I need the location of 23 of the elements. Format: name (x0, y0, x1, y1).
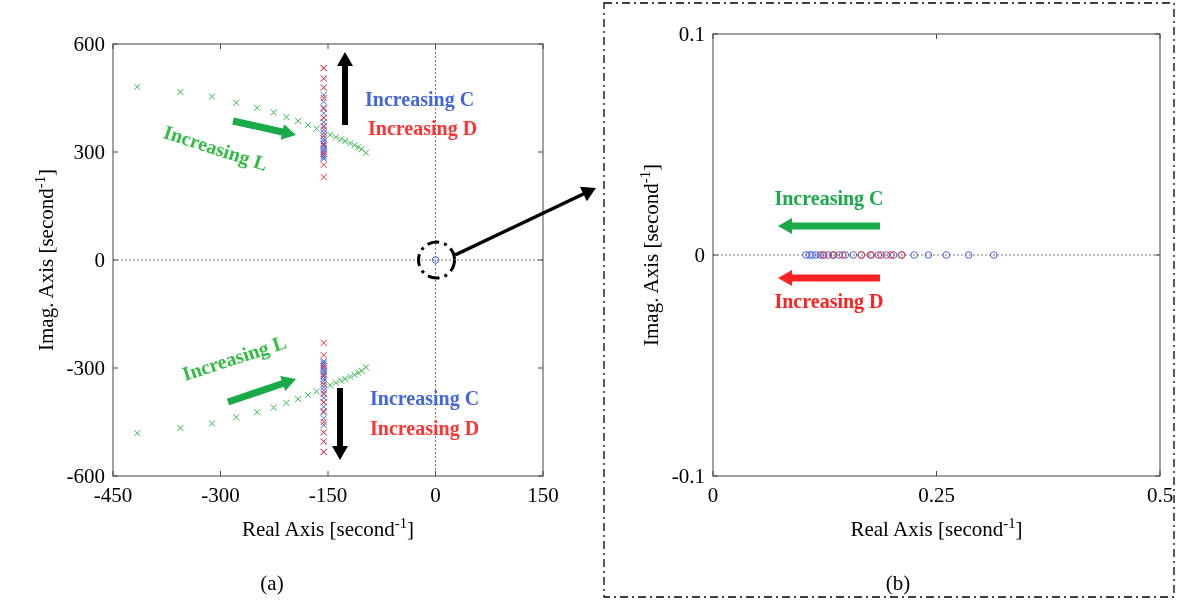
y-tick-label: 300 (73, 140, 105, 164)
annotation: Increasing D (370, 416, 480, 440)
x-axis-title: Real Axis [second$^{-1}$] (850, 515, 1023, 541)
x-tick-label: 150 (527, 483, 559, 507)
y-tick-label: 600 (73, 32, 105, 56)
y-tick-label: 0 (94, 248, 105, 272)
x-tick-label: 0 (430, 483, 441, 507)
annotation: Increasing D (368, 116, 478, 140)
x-axis-title: Real Axis [second$^{-1}$] (241, 515, 415, 541)
annotation: Increasing C (774, 186, 884, 210)
x-tick-label: -300 (201, 483, 240, 507)
annotation: Increasing D (774, 289, 884, 313)
x-tick-label: -150 (308, 483, 348, 507)
annotation: Increasing C (365, 87, 475, 111)
annotation: Increasing C (370, 386, 480, 410)
text: (b) (885, 571, 911, 595)
y-tick-label: -0.1 (671, 464, 705, 488)
text: (a) (260, 571, 284, 595)
y-tick-label: -300 (66, 356, 105, 380)
x-tick-label: 0.25 (918, 483, 955, 507)
y-tick-label: 0 (694, 243, 705, 267)
x-tick-label: 0.5 (1146, 483, 1174, 507)
y-tick-label: 0.1 (678, 22, 705, 46)
